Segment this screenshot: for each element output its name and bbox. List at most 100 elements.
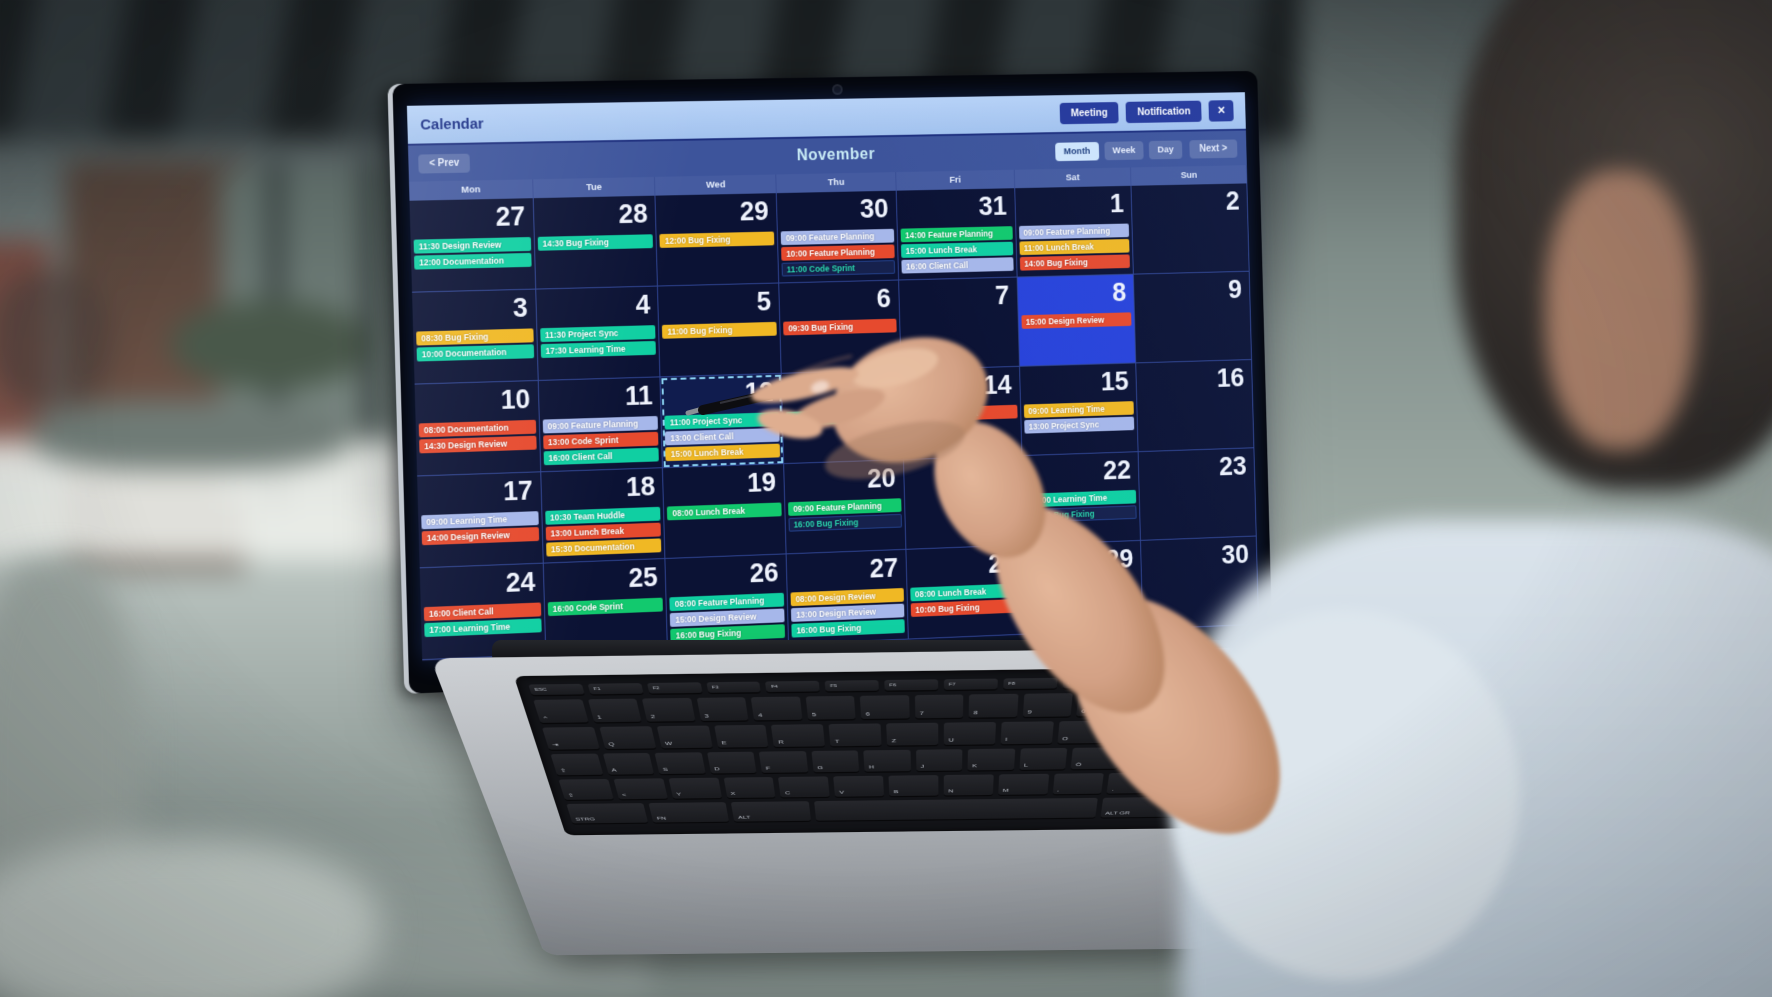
notification-button[interactable]: Notification (1125, 100, 1202, 124)
event-chip[interactable]: 14:00 Bug Fixing (1019, 254, 1131, 271)
calendar-day-cell-2[interactable]: 2 (1131, 183, 1250, 275)
calendar-day-cell-7[interactable]: 7 (898, 277, 1020, 371)
event-chip[interactable]: 15:00 Lunch Break (665, 443, 781, 462)
event-chip[interactable]: 11:00 Project Sync (664, 412, 780, 430)
event-chip[interactable]: 15:30 Documentation (545, 538, 662, 557)
event-chip[interactable]: 10:30 Team Huddle (544, 506, 661, 525)
calendar-day-cell-21[interactable]: 21 (903, 456, 1025, 550)
event-chip[interactable]: 11:00 Lunch Break (1019, 238, 1130, 256)
event-chip[interactable]: 10:00 Bug Fixing (910, 598, 1023, 617)
event-chip[interactable]: 13:00 Lunch Break (545, 522, 662, 541)
calendar-day-cell-30[interactable]: 30 09:00 Feature Planning 10:00 Feature Pl… (776, 190, 899, 284)
event-chip[interactable]: 12:00 Bug Fixing (659, 231, 775, 248)
event-chip[interactable]: 15:00 Lunch Break (900, 241, 1013, 258)
calendar-day-cell-23[interactable]: 23 (1138, 448, 1257, 541)
calendar-day-cell-13[interactable]: 13 11:00 Team Huddle (781, 370, 904, 465)
calendar-day-cell-18[interactable]: 18 10:30 Team Huddle 13:00 Lunch Break 15:3… (540, 468, 666, 564)
event-chip[interactable]: 12:00 Documentation (414, 252, 532, 270)
event-chip[interactable]: 10:00 Feature Planning (781, 244, 895, 261)
event-chip[interactable]: 14:00 Design Review (421, 527, 539, 546)
event-chip[interactable]: 14:00 Code Sprint (905, 404, 1018, 422)
calendar-day-cell-5[interactable]: 5 11:00 Bug Fixing (658, 283, 782, 378)
event-chip[interactable]: 14:30 Bug Fixing (537, 234, 654, 251)
event-chip[interactable]: 15:00 Design Review (1021, 312, 1132, 329)
calendar-day-cell-8[interactable]: 8 15:00 Design Review (1017, 274, 1137, 367)
calendar-day-cell-15[interactable]: 15 09:00 Learning Time 13:00 Project Sync (1019, 363, 1139, 457)
event-chip[interactable]: 08:30 Bug Fixing (416, 328, 534, 346)
event-chip[interactable]: 13:00 Code Sprint (542, 431, 659, 450)
event-chip[interactable]: 16:00 Client Call (543, 447, 660, 466)
office-plant (170, 300, 370, 390)
calendar-day-cell-29[interactable]: 29 (1024, 540, 1144, 635)
event-chip[interactable]: 09:00 Feature Planning (788, 498, 902, 516)
calendar-day-cell-28[interactable]: 28 08:00 Lunch Break 10:00 Bug Fixing (906, 545, 1027, 640)
close-icon[interactable]: ✕ (1208, 100, 1234, 122)
calendar-day-cell-16[interactable]: 16 (1136, 359, 1255, 453)
date-number: 16 (1216, 363, 1245, 393)
keyboard-key: ⇧ (558, 778, 614, 800)
calendar-day-cell-9[interactable]: 9 (1134, 271, 1253, 364)
event-chip[interactable]: 13:00 Project Sync (1023, 416, 1135, 434)
calendar-day-cell-14[interactable]: 14 14:00 Code Sprint (901, 366, 1022, 461)
view-button-month[interactable]: Month (1055, 141, 1099, 161)
event-chip[interactable]: 09:00 Learning Time (421, 511, 539, 530)
calendar-day-cell-10[interactable]: 10 08:00 Documentation 14:30 Design Review (414, 380, 541, 477)
keyboard-key: < (613, 778, 668, 800)
event-chip[interactable]: 09:00 Learning Time (1023, 401, 1135, 419)
event-chip[interactable]: 16:00 Client Call (901, 257, 1014, 274)
event-chip[interactable]: 14:30 Design Review (419, 435, 537, 454)
calendar-day-cell-4[interactable]: 4 11:30 Project Sync 17:30 Learning Time (535, 286, 661, 381)
date-number: 12 (744, 376, 775, 408)
event-chip[interactable]: 16:00 Bug Fixing (788, 513, 902, 532)
event-chip[interactable]: 08:00 Documentation (418, 419, 536, 438)
event-chip[interactable]: 09:00 Feature Planning (542, 415, 659, 434)
event-chip[interactable]: 09:00 Feature Planning (780, 228, 895, 246)
event-chip[interactable]: 11:00 Bug Fixing (662, 321, 777, 339)
calendar-day-cell-26[interactable]: 26 08:00 Feature Planning 15:00 Design Rev… (665, 554, 790, 650)
keyboard-key: C (778, 776, 830, 798)
keyboard-key: 8 (968, 693, 1019, 718)
keyboard-key: Z (886, 722, 939, 746)
calendar-day-cell-17[interactable]: 17 09:00 Learning Time 14:00 Design Review (417, 472, 544, 569)
keyboard-key: 2 (641, 697, 695, 722)
calendar-day-cell-11[interactable]: 11 09:00 Feature Planning 13:00 Code Sprin… (538, 377, 664, 473)
event-chip[interactable]: 16:00 Bug Fixing (1026, 505, 1137, 523)
event-chip[interactable]: 11:30 Design Review (413, 237, 531, 254)
event-chip[interactable]: 11:00 Code Sprint (781, 260, 895, 277)
calendar-day-cell-30[interactable]: 30 (1141, 536, 1260, 630)
date-number: 29 (739, 196, 770, 227)
event-chip[interactable]: 13:00 Client Call (665, 427, 780, 446)
calendar-day-cell-19[interactable]: 19 08:00 Lunch Break (663, 464, 787, 559)
event-chip[interactable]: 09:30 Bug Fixing (783, 318, 897, 336)
calendar-day-cell-29[interactable]: 29 12:00 Bug Fixing (655, 193, 780, 287)
calendar-day-cell-1[interactable]: 1 09:00 Feature Planning 11:00 Lunch Break… (1014, 185, 1135, 278)
event-chip[interactable]: 17:30 Learning Time (540, 340, 657, 359)
calendar-day-cell-22[interactable]: 22 09:00 Learning Time 16:00 Bug Fixing (1021, 452, 1142, 546)
view-button-week[interactable]: Week (1103, 140, 1144, 160)
next-month-button[interactable]: Next > (1188, 138, 1238, 159)
event-chip[interactable]: 16:00 Bug Fixing (791, 619, 905, 638)
event-chip[interactable]: 16:00 Code Sprint (547, 597, 664, 617)
calendar-day-cell-28[interactable]: 28 14:30 Bug Fixing (533, 195, 659, 290)
event-chip[interactable]: 08:00 Lunch Break (667, 502, 782, 521)
calendar-day-cell-20[interactable]: 20 09:00 Feature Planning 16:00 Bug Fixing (784, 460, 907, 555)
event-chip[interactable]: 11:30 Project Sync (539, 325, 656, 343)
event-chip[interactable]: 14:00 Feature Planning (900, 226, 1013, 243)
event-chip[interactable]: 17:00 Learning Time (424, 618, 542, 638)
event-chip[interactable]: 10:00 Documentation (416, 344, 534, 362)
calendar-day-cell-27[interactable]: 27 08:00 Design Review 13:00 Design Review… (786, 549, 909, 645)
calendar-day-cell-3[interactable]: 3 08:30 Bug Fixing 10:00 Documentation (412, 289, 539, 385)
event-chip[interactable]: 11:00 Team Huddle (785, 408, 899, 426)
calendar-day-cell-12[interactable]: 12 11:00 Project Sync 13:00 Client Call 15:… (660, 373, 785, 469)
calendar-day-cell-27[interactable]: 27 11:30 Design Review 12:00 Documentation (409, 198, 536, 293)
calendar-day-cell-31[interactable]: 31 14:00 Feature Planning 15:00 Lunch Brea… (896, 188, 1018, 281)
prev-month-button[interactable]: < Prev (418, 153, 471, 174)
background-people (0, 270, 110, 410)
calendar-day-cell-6[interactable]: 6 09:30 Bug Fixing (779, 280, 902, 374)
event-chip[interactable]: 09:00 Feature Planning (1018, 223, 1130, 240)
meeting-button[interactable]: Meeting (1059, 101, 1120, 125)
event-chip[interactable]: 09:00 Learning Time (1025, 489, 1137, 508)
keyboard-key: ALT (731, 801, 811, 822)
keyboard-key: B (888, 775, 939, 797)
view-button-day[interactable]: Day (1148, 139, 1183, 159)
